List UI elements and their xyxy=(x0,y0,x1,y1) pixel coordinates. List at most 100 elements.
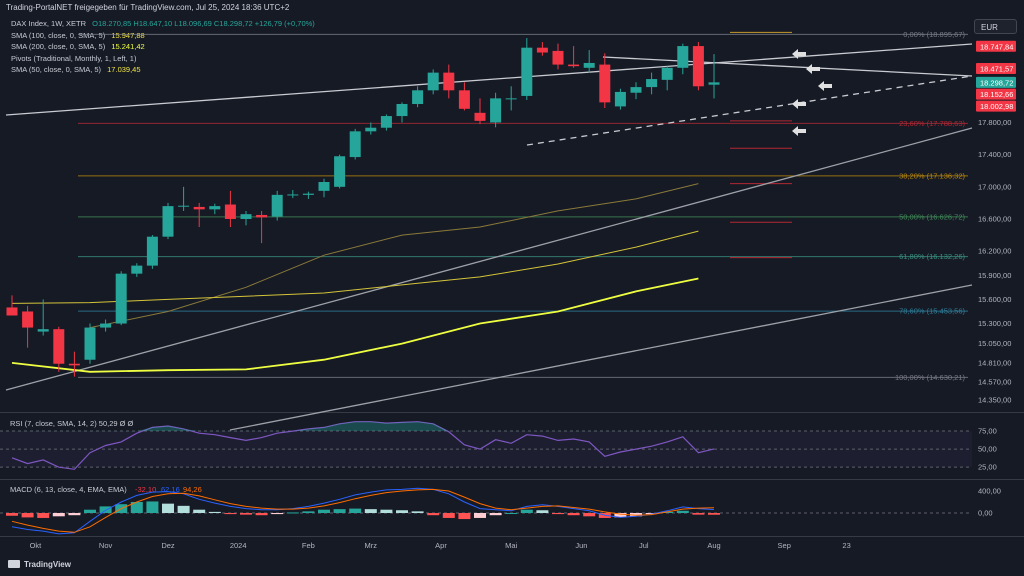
fib-level-label: 0,00% (18.895,67) xyxy=(903,30,965,39)
price-axis-tick: 16.600,00 xyxy=(978,214,1011,223)
trendline-long-term xyxy=(229,284,973,431)
pivot-arrow-icon xyxy=(792,126,806,136)
fib-level-label: 23,60% (17.788,63) xyxy=(899,119,965,128)
trendline-upper xyxy=(5,43,973,116)
macd-histogram-bar xyxy=(552,513,564,515)
candle-body xyxy=(474,112,486,121)
indicator-label: Pivots (Traditional, Monthly, 1, Left, 1… xyxy=(11,54,137,63)
indicator-legend-sma200[interactable]: SMA (200, close, 0, SMA, 5) 15.241,42 xyxy=(11,42,145,51)
macd-histogram-bar xyxy=(21,513,34,518)
fib-level-label: 100,00% (14.630,21) xyxy=(895,373,966,382)
price-axis-tick: 15.900,00 xyxy=(978,271,1011,280)
symbol-ohlc-line: DAX Index, 1W, XETR O18.270,85 H18.647,1… xyxy=(11,19,315,28)
logo-text: TradingView xyxy=(24,560,71,569)
macd-histogram-bar xyxy=(286,512,299,514)
price-axis-tick: 15.600,00 xyxy=(978,295,1011,304)
tradingview-logo[interactable]: TradingView xyxy=(8,560,71,569)
candle-body xyxy=(396,103,408,117)
fib-level-label: 38,20% (17.136,32) xyxy=(899,171,965,180)
price-tag-label: 18.747,84 xyxy=(980,42,1013,51)
price-tag-label: 18.002,98 xyxy=(980,102,1013,111)
indicator-legend-sma100[interactable]: SMA (100, close, 0, SMA, 5) 15.947,88 xyxy=(11,31,145,40)
candle-body xyxy=(115,273,127,324)
candle-body xyxy=(209,206,221,210)
candle-body xyxy=(53,329,65,364)
candle-body xyxy=(193,206,205,210)
candle-body xyxy=(131,265,143,274)
price-axis-tick: 17.800,00 xyxy=(978,118,1011,127)
time-axis-label: 23 xyxy=(842,541,850,550)
pivot-arrow-icon xyxy=(792,49,806,59)
price-tag xyxy=(976,76,1016,88)
candle-body xyxy=(287,194,299,196)
macd-histogram-bar xyxy=(193,509,206,513)
macd-histogram-bar xyxy=(162,503,174,513)
rsi-overbought-fill xyxy=(12,421,714,432)
price-axis-tick: 15.050,00 xyxy=(978,339,1011,348)
macd-value-signal: 94,26 xyxy=(183,485,202,494)
symbol-label[interactable]: DAX Index, 1W, XETR xyxy=(11,19,87,28)
rsi-line xyxy=(11,421,715,470)
macd-histogram-bar xyxy=(411,511,424,513)
macd-signal-line xyxy=(11,488,715,533)
macd-histogram-bar xyxy=(255,513,268,516)
candle-body xyxy=(505,98,517,100)
macd-histogram-bar xyxy=(692,513,705,515)
candle-body xyxy=(380,116,392,128)
candle-body xyxy=(583,62,595,68)
sma50-line xyxy=(89,183,699,329)
macd-axis-tick: 400,00 xyxy=(978,487,1001,496)
macd-histogram-bar xyxy=(364,509,377,513)
macd-histogram-bar xyxy=(302,511,315,513)
price-axis-tick: 16.200,00 xyxy=(978,247,1011,256)
sma200-line xyxy=(11,277,699,373)
candle-body xyxy=(458,90,470,109)
candle-body xyxy=(661,67,673,80)
macd-histogram-bar xyxy=(271,513,284,515)
price-tag xyxy=(976,100,1016,112)
time-axis-label: Apr xyxy=(435,541,447,550)
macd-histogram-bar xyxy=(708,513,720,515)
candle-body xyxy=(443,72,455,91)
indicator-value: 15.947,88 xyxy=(111,31,145,40)
candle-body xyxy=(552,50,564,65)
candle-body xyxy=(708,82,720,85)
header-publish-line: Trading-PortalNET freigegeben für Tradin… xyxy=(6,3,290,12)
time-axis-label: Jul xyxy=(639,541,649,550)
price-tag xyxy=(976,62,1016,74)
pivot-arrow-icon xyxy=(806,64,820,74)
price-axis-tick: 15.300,00 xyxy=(978,319,1011,328)
sma100-line xyxy=(11,230,699,304)
time-axis-label: Okt xyxy=(30,541,43,550)
currency-button[interactable]: EUR xyxy=(974,19,1017,34)
candle-body xyxy=(224,204,236,219)
macd-histogram-bar xyxy=(489,513,502,516)
price-axis-tick: 17.400,00 xyxy=(978,150,1011,159)
rsi-legend: RSI (7, close, SMA, 14, 2) 50,29 Ø Ø xyxy=(10,419,134,428)
candle-body xyxy=(334,156,346,187)
rsi-axis-tick: 50,00 xyxy=(978,445,997,454)
macd-histogram-bar xyxy=(567,513,580,516)
rsi-axis-tick: 75,00 xyxy=(978,427,997,436)
indicator-legend-sma50[interactable]: SMA (50, close, 0, SMA, 5) 17.039,45 xyxy=(11,65,141,74)
macd-histogram-bar xyxy=(37,513,50,518)
candle-body xyxy=(256,214,268,218)
candle-body xyxy=(6,307,18,316)
candle-body xyxy=(365,127,377,132)
macd-histogram-bar xyxy=(583,513,596,517)
indicator-legend-pivots[interactable]: Pivots (Traditional, Monthly, 1, Left, 1… xyxy=(11,54,136,63)
candle-body xyxy=(412,90,424,104)
macd-histogram-bar xyxy=(208,511,221,513)
macd-histogram-bar xyxy=(68,513,81,516)
macd-histogram-bar xyxy=(52,513,65,517)
macd-histogram-bar xyxy=(99,506,112,513)
macd-histogram-bar xyxy=(130,502,143,513)
fib-level-label: 61,80% (16.132,26) xyxy=(899,252,965,261)
macd-histogram-bar xyxy=(396,510,408,513)
candle-body xyxy=(521,47,533,96)
macd-histogram-bar xyxy=(224,513,237,515)
candle-body xyxy=(692,46,704,87)
time-axis-label: Feb xyxy=(302,541,315,550)
indicator-label: SMA (100, close, 0, SMA, 5) xyxy=(11,31,106,40)
